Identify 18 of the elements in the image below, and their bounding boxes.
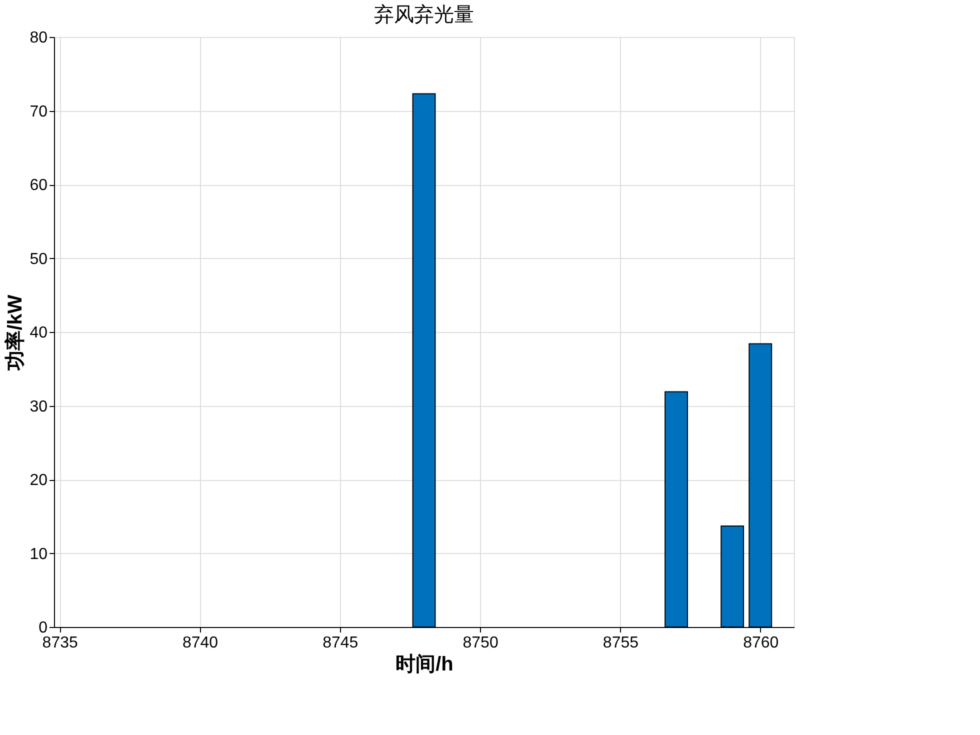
y-tick-label: 50 xyxy=(30,250,48,268)
y-axis-title: 功率/kW xyxy=(4,294,27,372)
y-tick-label: 0 xyxy=(38,620,48,636)
x-tick-label: 8740 xyxy=(182,634,218,652)
x-tick-label: 8750 xyxy=(462,634,498,652)
y-tick-label: 60 xyxy=(30,177,48,194)
chart-title: 弃风弃光量 xyxy=(374,3,474,26)
x-tick-label: 8735 xyxy=(42,634,78,652)
x-tick-label: 8760 xyxy=(743,634,779,652)
y-tick-label: 10 xyxy=(30,546,48,563)
y-tick-label: 30 xyxy=(30,398,48,416)
x-tick-label: 8745 xyxy=(322,634,358,652)
y-tick-label: 70 xyxy=(30,103,48,120)
y-tick-label: 40 xyxy=(30,324,48,342)
x-tick-label: 8755 xyxy=(602,634,639,652)
y-tick-label: 20 xyxy=(30,472,48,489)
y-tick-label: 80 xyxy=(30,30,48,46)
x-axis-title: 时间/h xyxy=(396,654,454,676)
